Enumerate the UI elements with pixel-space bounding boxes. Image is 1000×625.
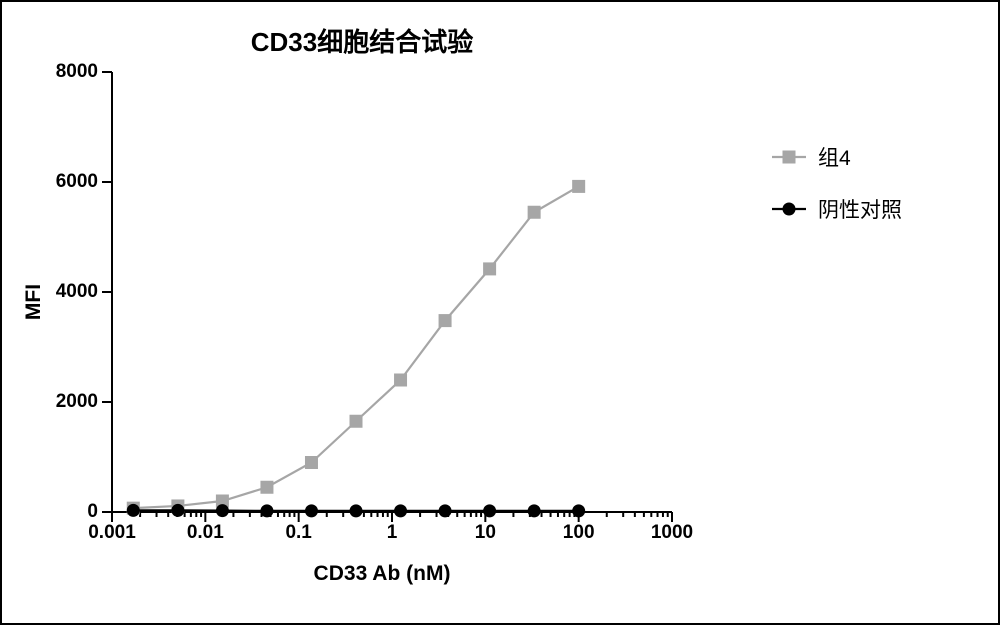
x-tick-label: 10 [475, 522, 496, 544]
x-tick-label: 1 [387, 522, 398, 544]
x-tick-label: 1000 [651, 522, 693, 544]
x-axis-label: CD33 Ab (nM) [314, 562, 451, 586]
legend: 组4 阴性对照 [772, 142, 902, 246]
x-tick-label: 0.1 [285, 522, 311, 544]
legend-swatch-icon [772, 148, 806, 166]
chart-frame: CD33细胞结合试验 MFI CD33 Ab (nM) 0 2000 4000 … [0, 0, 1000, 625]
y-tick-label: 0 [87, 501, 98, 523]
legend-label: 组4 [818, 142, 851, 172]
y-tick-label: 8000 [56, 61, 98, 83]
x-tick-label: 100 [563, 522, 595, 544]
x-tick-label: 0.01 [187, 522, 224, 544]
chart-title: CD33细胞结合试验 [2, 22, 722, 59]
y-tick-label: 6000 [56, 171, 98, 193]
legend-label: 阴性对照 [818, 194, 902, 224]
y-tick-label: 4000 [56, 281, 98, 303]
y-tick-label: 2000 [56, 391, 98, 413]
legend-item: 阴性对照 [772, 194, 902, 224]
legend-swatch-icon [772, 200, 806, 218]
plot-area [112, 72, 672, 512]
y-axis-label: MFI [22, 284, 46, 320]
legend-item: 组4 [772, 142, 902, 172]
x-tick-label: 0.001 [88, 522, 136, 544]
